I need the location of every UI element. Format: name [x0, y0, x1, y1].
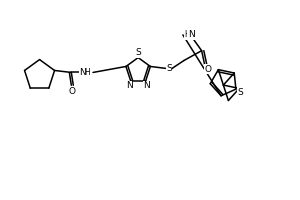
Text: N: N — [188, 30, 195, 39]
Text: S: S — [135, 48, 141, 57]
Text: N: N — [126, 81, 133, 90]
Text: O: O — [204, 65, 211, 74]
Text: S: S — [237, 88, 243, 97]
Text: O: O — [69, 87, 76, 96]
Text: H: H — [84, 68, 90, 77]
Text: N: N — [143, 81, 150, 90]
Text: S: S — [166, 64, 172, 73]
Text: H: H — [184, 30, 190, 39]
Text: N: N — [79, 68, 86, 77]
